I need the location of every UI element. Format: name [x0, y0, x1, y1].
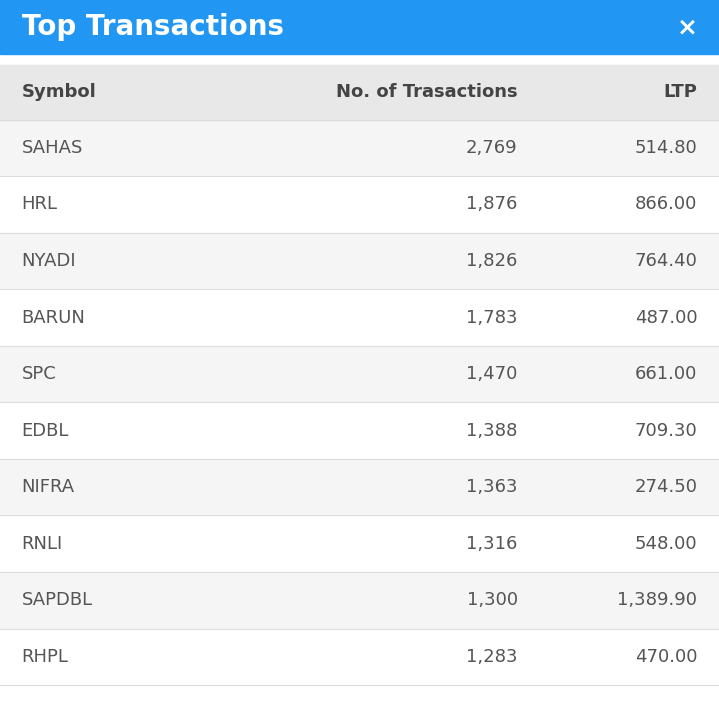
Text: 661.00: 661.00 [635, 365, 697, 383]
Text: BARUN: BARUN [22, 309, 86, 326]
Bar [0, 459, 719, 515]
Text: 1,388: 1,388 [467, 422, 518, 439]
Text: 1,783: 1,783 [466, 309, 518, 326]
Text: LTP: LTP [664, 83, 697, 102]
Text: 1,363: 1,363 [466, 478, 518, 496]
Text: 1,389.90: 1,389.90 [618, 592, 697, 609]
Text: 1,316: 1,316 [467, 535, 518, 552]
Text: 274.50: 274.50 [634, 478, 697, 496]
Text: 548.00: 548.00 [635, 535, 697, 552]
Text: 709.30: 709.30 [635, 422, 697, 439]
Text: SAPDBL: SAPDBL [22, 592, 93, 609]
Text: 1,470: 1,470 [467, 365, 518, 383]
Text: 514.80: 514.80 [635, 139, 697, 157]
Text: ×: × [677, 15, 697, 39]
Text: SPC: SPC [22, 365, 56, 383]
Bar [0, 0, 719, 54]
Text: 1,876: 1,876 [467, 196, 518, 213]
Text: 487.00: 487.00 [635, 309, 697, 326]
Bar [0, 515, 719, 572]
Text: NIFRA: NIFRA [22, 478, 75, 496]
Text: EDBL: EDBL [22, 422, 69, 439]
Bar [0, 346, 719, 402]
Bar [0, 289, 719, 346]
Text: HRL: HRL [22, 196, 58, 213]
Text: 764.40: 764.40 [635, 252, 697, 270]
Text: Symbol: Symbol [22, 83, 96, 102]
Text: 470.00: 470.00 [635, 648, 697, 666]
Text: RHPL: RHPL [22, 648, 68, 666]
Bar [0, 572, 719, 629]
Text: 1,283: 1,283 [466, 648, 518, 666]
Bar [0, 176, 719, 233]
Bar [0, 233, 719, 289]
Bar [0, 120, 719, 176]
Text: RNLI: RNLI [22, 535, 63, 552]
Text: 1,300: 1,300 [467, 592, 518, 609]
Bar [0, 629, 719, 685]
Text: 866.00: 866.00 [635, 196, 697, 213]
Bar [0, 402, 719, 459]
Text: Top Transactions: Top Transactions [22, 13, 283, 41]
Text: SAHAS: SAHAS [22, 139, 83, 157]
Text: NYADI: NYADI [22, 252, 76, 270]
Text: 2,769: 2,769 [466, 139, 518, 157]
Text: No. of Trasactions: No. of Trasactions [336, 83, 518, 102]
Text: 1,826: 1,826 [467, 252, 518, 270]
Bar [0, 65, 719, 120]
